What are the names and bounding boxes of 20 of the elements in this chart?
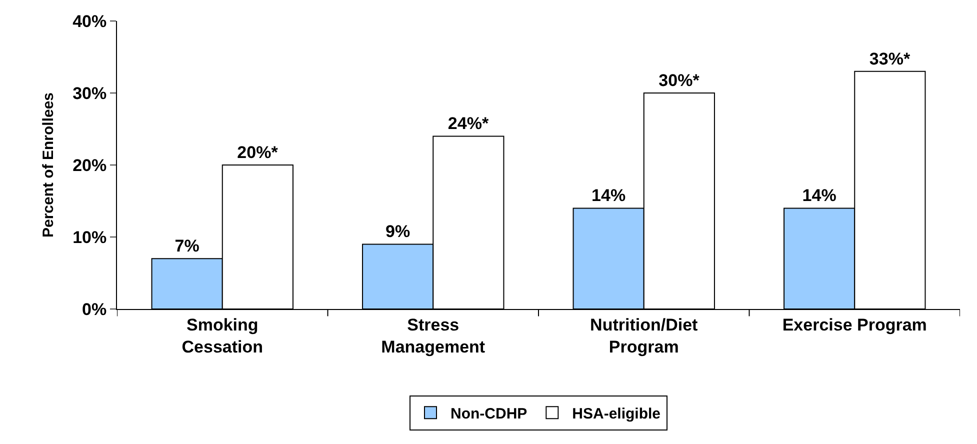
x-tick-label: Exercise Program [782,315,927,334]
data-label: 9% [386,222,410,242]
y-axis-title: Percent of Enrollees [40,92,57,238]
y-tick-label: 40% [72,12,107,31]
y-tick-label: 0% [82,300,107,319]
data-label: 33%* [869,49,910,68]
y-tick-label: 30% [72,84,107,103]
x-tick-label: Stress Management [381,315,486,356]
data-label: 14% [592,186,626,206]
x-tick-label: Nutrition/Diet Program [590,315,698,356]
x-tick-label: Smoking Cessation [182,315,264,356]
y-tick-label: 20% [72,156,107,175]
data-label: 24%* [448,114,489,134]
data-label: 30%* [658,71,700,90]
legend-label: HSA-eligible [572,406,661,422]
y-tick-label: 10% [72,228,107,247]
legend-label: Non-CDHP [450,406,528,422]
data-label: 7% [174,236,200,256]
data-label: 14% [802,186,836,206]
data-label: 20%* [237,143,278,162]
